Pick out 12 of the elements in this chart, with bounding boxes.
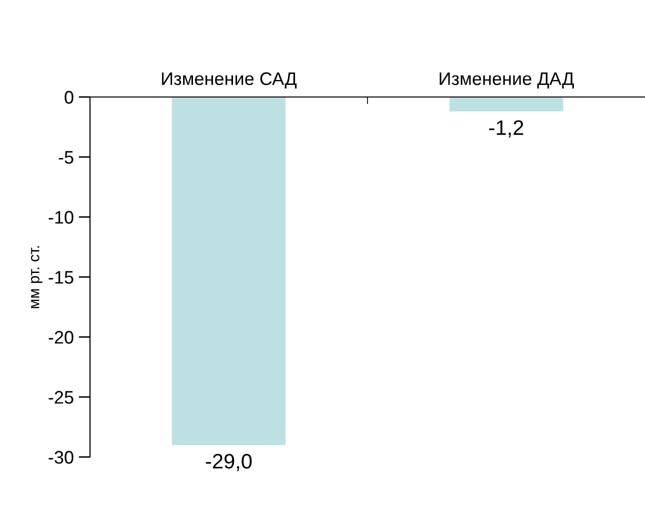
y-tick-label: 0 [64,90,74,104]
data-label: -1,2 [489,120,524,138]
y-tick-label: -5 [58,151,74,164]
y-tick-label: -30 [48,450,74,464]
y-tick-label: -10 [48,210,74,224]
y-tick-label: -20 [48,330,74,344]
y-tick-label: -25 [48,390,74,404]
x-tick-label: Изменение САД [162,72,297,89]
x-tick-label: Изменение ДАД [440,72,574,89]
y-tick-label: -15 [48,271,74,284]
y-axis-title: мм рт. ст. [30,246,42,308]
data-label: -29,0 [206,454,252,472]
